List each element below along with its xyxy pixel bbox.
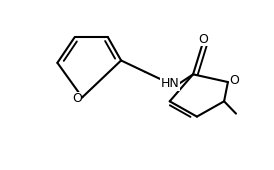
Text: HN: HN xyxy=(160,77,179,90)
Text: O: O xyxy=(229,74,239,87)
Text: O: O xyxy=(198,33,208,46)
Text: O: O xyxy=(72,92,82,105)
